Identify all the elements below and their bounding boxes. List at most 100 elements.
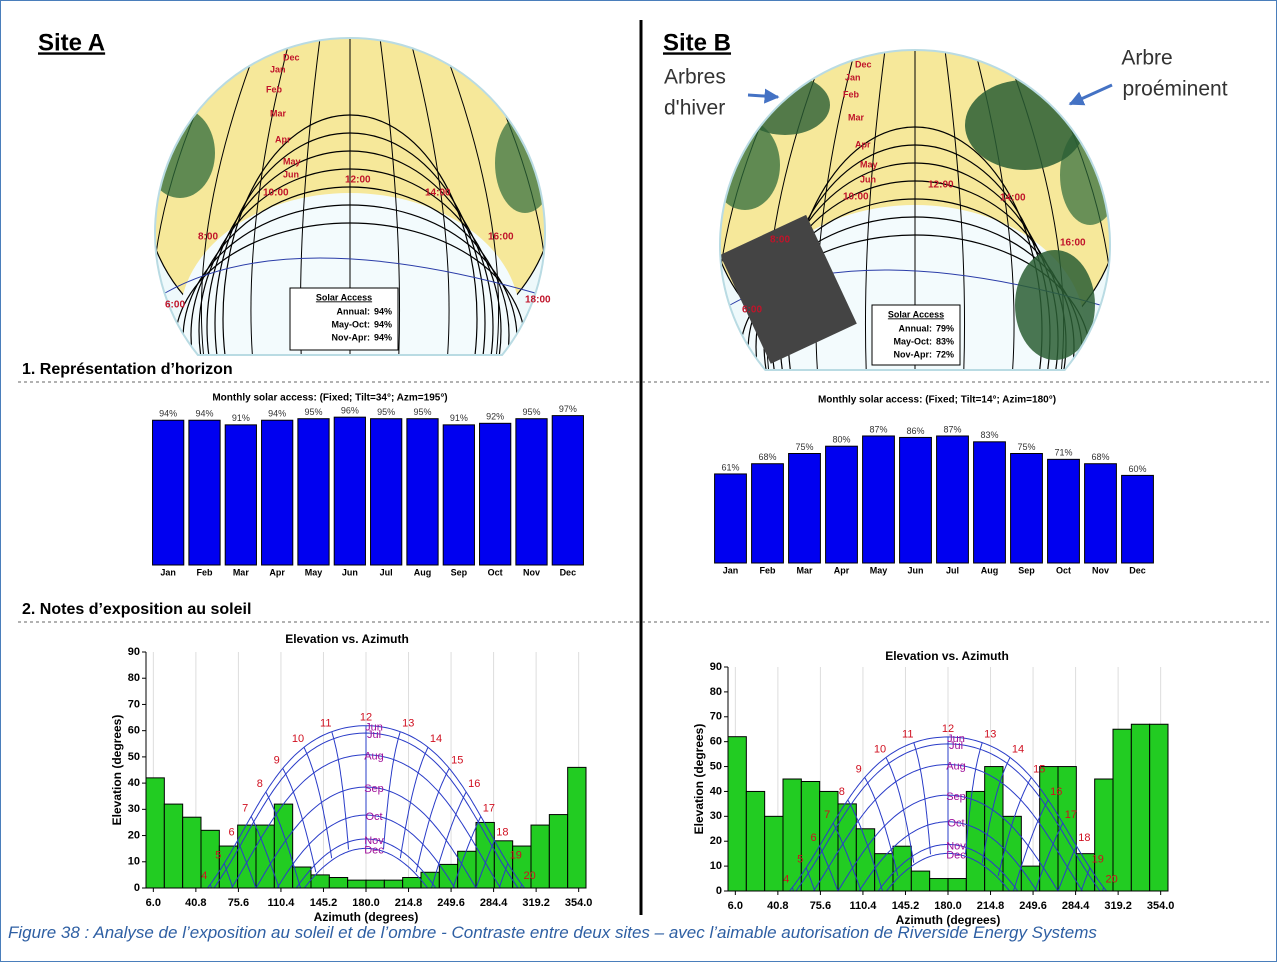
x-tick-label: Oct bbox=[1056, 565, 1071, 575]
tree bbox=[495, 113, 555, 213]
y-tick-label: 20 bbox=[128, 829, 140, 841]
horizon-bar bbox=[476, 822, 494, 888]
value-label: 71% bbox=[1054, 448, 1072, 458]
hour-label: 4 bbox=[201, 870, 207, 882]
hour-label: 8:00 bbox=[770, 235, 790, 246]
x-tick-label: 40.8 bbox=[767, 900, 788, 912]
value-label: 68% bbox=[758, 452, 776, 462]
x-tick-label: 145.2 bbox=[310, 897, 338, 909]
horizon-bar bbox=[985, 767, 1003, 891]
horizon-bar bbox=[549, 815, 567, 888]
month-label: Dec bbox=[283, 52, 300, 62]
hour-label: 6 bbox=[811, 832, 817, 844]
hour-label: 10 bbox=[292, 733, 304, 745]
horizon-bar bbox=[403, 878, 421, 888]
y-tick-label: 90 bbox=[710, 661, 722, 673]
horizon-bar bbox=[911, 871, 929, 891]
x-tick-label: Mar bbox=[796, 565, 813, 575]
y-tick-label: 50 bbox=[128, 751, 140, 763]
month-label: Jul bbox=[949, 740, 963, 752]
x-tick-label: May bbox=[870, 565, 888, 575]
annotation: d'hiver bbox=[664, 97, 725, 120]
x-tick-label: Dec bbox=[1129, 565, 1146, 575]
x-tick-label: Jan bbox=[723, 565, 739, 575]
month-label: Jan bbox=[270, 64, 286, 74]
x-tick-label: Jun bbox=[342, 567, 358, 577]
x-tick-label: 145.2 bbox=[892, 900, 920, 912]
x-tick-label: Sep bbox=[1018, 565, 1035, 575]
x-tick-label: 354.0 bbox=[1147, 900, 1175, 912]
horizon-bar bbox=[384, 880, 402, 888]
y-tick-label: 20 bbox=[710, 835, 722, 847]
horizon-bar bbox=[146, 778, 164, 888]
hour-label: 15 bbox=[451, 754, 463, 766]
month-label: Aug bbox=[946, 760, 966, 772]
bar bbox=[1048, 459, 1080, 563]
value-label: 95% bbox=[413, 407, 431, 417]
x-tick-label: 180.0 bbox=[352, 897, 380, 909]
y-tick-label: 30 bbox=[128, 803, 140, 815]
hour-label: 5 bbox=[215, 849, 221, 861]
x-tick-label: 6.0 bbox=[728, 900, 743, 912]
horizon-bar bbox=[348, 880, 366, 888]
bar bbox=[443, 425, 474, 565]
x-tick-label: Jun bbox=[907, 565, 923, 575]
y-tick-label: 10 bbox=[128, 856, 140, 868]
hour-label: 11 bbox=[320, 718, 331, 730]
x-tick-label: 110.4 bbox=[849, 900, 877, 912]
x-tick-label: Aug bbox=[981, 565, 999, 575]
solar-access-label: Annual: bbox=[899, 323, 933, 333]
solar-access-value: 94% bbox=[374, 332, 392, 342]
bar bbox=[262, 420, 293, 565]
hour-label: 10 bbox=[874, 743, 886, 755]
hour-label: 16:00 bbox=[488, 232, 514, 243]
hour-label: 19 bbox=[510, 849, 522, 861]
month-label: Feb bbox=[843, 89, 860, 99]
hour-label: 10:00 bbox=[263, 188, 289, 199]
hour-label: 16:00 bbox=[1060, 238, 1086, 249]
month-label: Apr bbox=[275, 134, 291, 144]
month-label: Jul bbox=[367, 729, 381, 741]
month-label: Sep bbox=[946, 791, 966, 803]
x-tick-label: 284.4 bbox=[1062, 900, 1090, 912]
bar bbox=[189, 420, 220, 565]
solar-access-value: 79% bbox=[936, 323, 954, 333]
x-tick-label: 75.6 bbox=[228, 897, 249, 909]
bar bbox=[1085, 464, 1117, 563]
hour-label: 8 bbox=[839, 786, 845, 798]
tree bbox=[740, 75, 830, 135]
site-title: Site A bbox=[38, 29, 105, 56]
solar-access-value: 83% bbox=[936, 336, 954, 346]
value-label: 94% bbox=[159, 409, 177, 419]
bar bbox=[974, 442, 1006, 563]
hour-label: 19 bbox=[1092, 854, 1104, 866]
x-tick-label: 214.8 bbox=[395, 897, 423, 909]
horizon-bar bbox=[164, 804, 182, 888]
bar bbox=[715, 474, 747, 563]
x-tick-label: 214.8 bbox=[977, 900, 1005, 912]
figure: Site A Site B 1. Représentation d’horizo… bbox=[0, 0, 1277, 962]
bar bbox=[371, 419, 402, 565]
bar bbox=[789, 454, 821, 564]
y-tick-label: 0 bbox=[716, 885, 722, 897]
month-label: Apr bbox=[855, 139, 871, 149]
hour-label: 17 bbox=[1065, 809, 1077, 821]
hour-label: 15 bbox=[1033, 763, 1045, 775]
bar bbox=[863, 436, 895, 563]
hour-label: 13 bbox=[402, 718, 414, 730]
horizon-bar bbox=[568, 767, 586, 888]
hour-label: 16 bbox=[1050, 786, 1062, 798]
annotation: proéminent bbox=[1122, 78, 1227, 101]
month-label: Mar bbox=[270, 108, 287, 118]
month-label: Mar bbox=[848, 112, 865, 122]
y-tick-label: 70 bbox=[128, 698, 140, 710]
x-tick-label: Nov bbox=[523, 567, 540, 577]
tree bbox=[145, 108, 215, 198]
bar bbox=[516, 419, 547, 565]
solar-access-title: Solar Access bbox=[888, 309, 944, 319]
value-label: 75% bbox=[1017, 442, 1035, 452]
annotation: Arbre bbox=[1121, 47, 1172, 70]
x-tick-label: 110.4 bbox=[267, 897, 295, 909]
y-tick-label: 30 bbox=[710, 810, 722, 822]
horizon-bar bbox=[1113, 729, 1131, 891]
